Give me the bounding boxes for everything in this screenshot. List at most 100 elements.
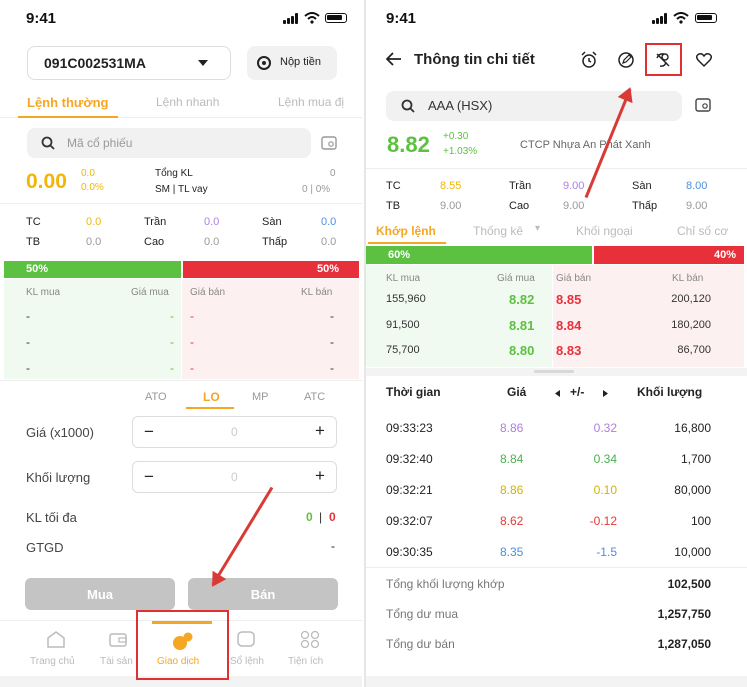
nav-home-label: Trang chủ	[30, 656, 75, 667]
current-price: 0.00	[26, 170, 67, 193]
stock-search-input[interactable]: AAA (HSX)	[386, 91, 682, 121]
total-volume-label: Tổng KL	[155, 168, 193, 179]
account-select[interactable]: 091C002531MA	[27, 46, 231, 80]
quantity-value[interactable]: 0	[231, 470, 238, 484]
ref-value-floor: 8.00	[686, 180, 708, 192]
orderbook-gia-mua: 8.82	[509, 292, 535, 307]
nav-active-indicator	[152, 621, 212, 624]
order-type-ato[interactable]: ATO	[145, 391, 167, 403]
orderbook-empty-cell: -	[170, 335, 174, 349]
tab-normal-order[interactable]: Lệnh thường	[27, 95, 109, 110]
home-indicator-area	[366, 676, 747, 687]
nav-assets-label: Tài sản	[100, 656, 133, 667]
ref-label-floor: Sàn	[262, 216, 282, 228]
image-search-icon[interactable]	[695, 98, 711, 112]
panel-border	[364, 0, 366, 687]
price-value[interactable]: 0	[231, 425, 238, 439]
ref-label-low: Thấp	[262, 236, 288, 248]
ref-label-ceiling: Trần	[509, 180, 532, 192]
trade-price: 8.86	[500, 483, 524, 497]
search-icon	[401, 99, 415, 113]
trade-price: 8.35	[500, 545, 524, 559]
order-type-mp[interactable]: MP	[252, 391, 269, 403]
nav-utilities[interactable]: Tiện ích	[282, 628, 342, 672]
sell-pct: 50%	[316, 263, 339, 275]
tab-statistics[interactable]: Thống kê	[473, 224, 524, 238]
trade-time: 09:33:23	[386, 421, 433, 435]
nav-orderbook[interactable]: Sổ lệnh	[224, 628, 272, 672]
ref-label-high: Cao	[144, 236, 165, 248]
ref-label-tc: TC	[26, 216, 41, 228]
trade-row: 09:33:23 8.86 0.32 16,800	[364, 421, 747, 441]
orderbook-kl-ban: 180,200	[671, 319, 711, 331]
buy-sell-ratio-bar: 60% 40%	[366, 246, 744, 264]
order-type-lo[interactable]: LO	[203, 390, 220, 404]
nav-home[interactable]: Trang chủ	[20, 628, 92, 672]
orderbook-kl-mua: 91,500	[386, 319, 420, 331]
nav-trading-label: Giao dịch	[157, 656, 200, 667]
drag-handle[interactable]	[534, 370, 574, 373]
tab-conditional-order[interactable]: Lệnh mua đị	[278, 95, 345, 109]
quantity-stepper[interactable]: − 0 +	[132, 461, 337, 493]
back-arrow-icon[interactable]	[386, 52, 402, 66]
tab-quick-order[interactable]: Lệnh nhanh	[156, 95, 220, 109]
tab-index[interactable]: Chỉ số cơ	[677, 224, 729, 238]
orderbook-empty-cell: -	[330, 335, 334, 349]
nav-trading[interactable]: Giao dịch	[152, 621, 212, 673]
swap-icon[interactable]	[654, 51, 672, 69]
deposit-icon	[257, 56, 271, 70]
price-field-label: Giá (x1000)	[26, 425, 94, 440]
trade-change: -0.12	[589, 514, 617, 528]
trade-row: 09:32:07 8.62 -0.12 100	[364, 514, 747, 534]
signal-icon	[652, 13, 668, 24]
trade-volume: 10,000	[674, 545, 711, 559]
edit-icon[interactable]	[617, 51, 635, 69]
price-increment-button[interactable]: +	[315, 421, 325, 440]
nav-orderbook-label: Sổ lệnh	[230, 656, 264, 667]
order-type-indicator	[186, 407, 234, 409]
quantity-increment-button[interactable]: +	[315, 466, 325, 485]
status-time: 9:41	[26, 10, 57, 27]
tabs-divider	[0, 117, 362, 118]
company-name: CTCP Nhựa An Phát Xanh	[520, 139, 651, 151]
alarm-icon[interactable]	[580, 51, 598, 69]
buy-sell-ratio-bar: 50% 50%	[4, 261, 359, 278]
orderbook-empty-cell: -	[330, 361, 334, 375]
summary-total-matched-value: 102,500	[667, 577, 711, 591]
price-decrement-button[interactable]: −	[144, 422, 154, 441]
chevron-left-icon[interactable]	[555, 390, 561, 397]
orderbook-empty-cell: -	[330, 309, 334, 323]
trade-change: -1.5	[596, 545, 617, 559]
trade-time: 09:32:21	[386, 483, 433, 497]
max-sell-value: 0	[329, 510, 336, 524]
deposit-button[interactable]: Nộp tiền	[247, 46, 337, 80]
ref-label-avg: TB	[26, 236, 41, 248]
price-stepper[interactable]: − 0 +	[132, 416, 337, 448]
tab-matched[interactable]: Khớp lệnh	[376, 224, 436, 238]
image-search-icon[interactable]	[321, 136, 337, 150]
status-time: 9:41	[386, 10, 417, 27]
ref-value-high: 9.00	[563, 200, 585, 212]
grid-icon	[300, 630, 320, 648]
stock-search-input[interactable]: Mã cổ phiếu	[27, 128, 311, 158]
divider	[366, 168, 747, 169]
quantity-decrement-button[interactable]: −	[144, 467, 154, 486]
chevron-right-icon[interactable]	[602, 390, 608, 397]
orderbook-gia-ban: 8.85	[556, 292, 582, 307]
orderbook-kl-ban: 200,120	[671, 293, 711, 305]
total-volume-value: 0	[330, 168, 336, 179]
heart-icon[interactable]	[695, 51, 713, 69]
buy-ratio: 60%	[366, 246, 592, 264]
ob-header-gia-mua: Giá mua	[497, 273, 535, 284]
buy-side	[4, 279, 181, 379]
nav-assets[interactable]: Tài sản	[96, 628, 144, 672]
trades-header-change: +/-	[570, 385, 585, 399]
orderbook-empty-cell: -	[190, 335, 194, 349]
price-change-pct: 0.0%	[81, 182, 104, 193]
trades-header-price: Giá	[507, 385, 527, 399]
tab-foreign[interactable]: Khối ngoại	[576, 224, 633, 238]
summary-total-ask-label: Tổng dư bán	[386, 637, 455, 651]
buy-button[interactable]: Mua	[25, 578, 175, 610]
chevron-down-icon	[198, 60, 208, 66]
order-type-atc[interactable]: ATC	[304, 391, 326, 403]
